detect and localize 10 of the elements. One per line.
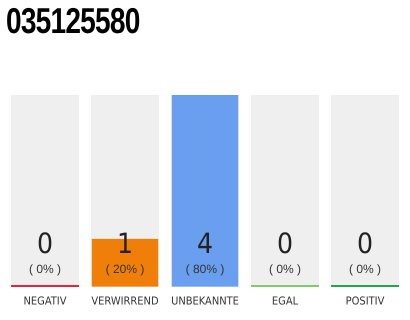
x-tick-label: NEGATIV	[24, 294, 67, 308]
data-label: 4 ( 80% )	[186, 226, 224, 276]
x-tick-label: VERWIRREND	[91, 294, 159, 308]
data-label: 0 ( 0% )	[348, 226, 382, 276]
x-tick-label: POSITIV	[346, 294, 385, 308]
x-tick-label: UNBEKANNTE	[171, 294, 239, 308]
data-label: 0 ( 0% )	[28, 226, 62, 276]
x-tick-label: EGAL	[272, 294, 299, 308]
data-label: 0 ( 0% )	[268, 226, 302, 276]
chart-title: 035125580	[6, 0, 140, 42]
